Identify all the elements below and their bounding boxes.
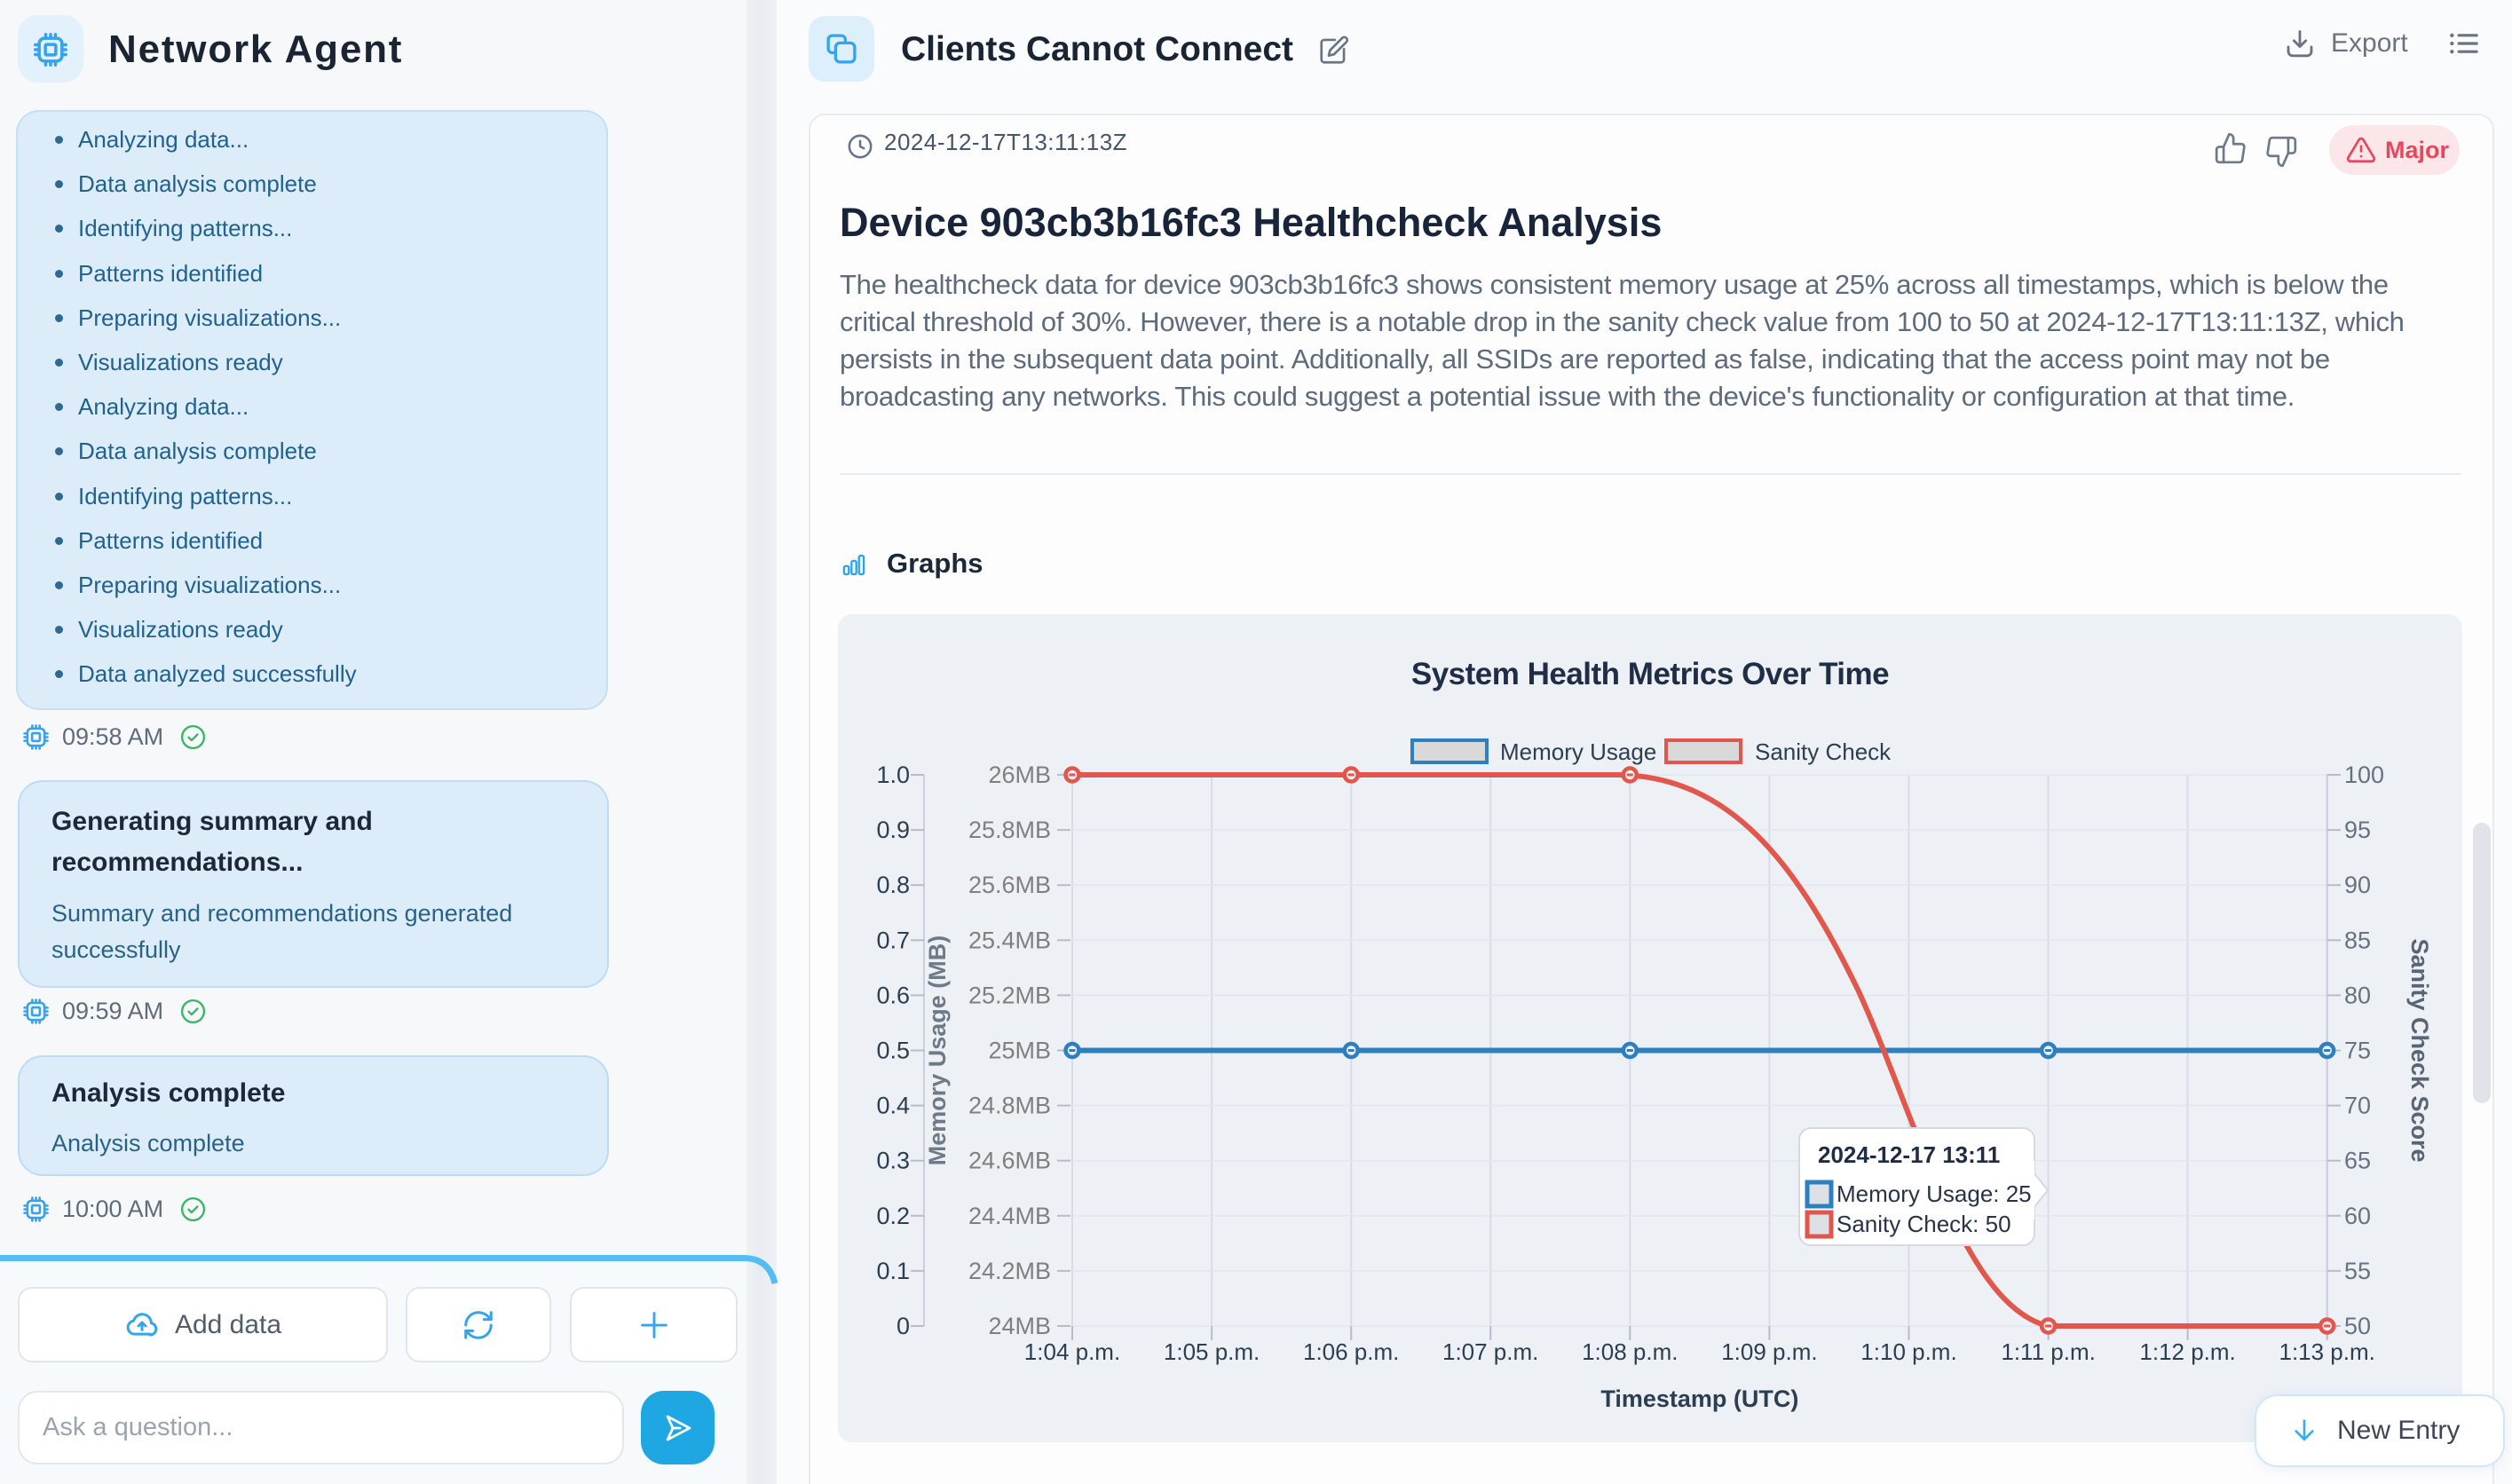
svg-text:0.9: 0.9: [876, 817, 910, 843]
svg-text:24.2MB: 24.2MB: [968, 1258, 1051, 1284]
svg-text:2024-12-17 13:11: 2024-12-17 13:11: [1818, 1141, 2000, 1168]
svg-text:1:06 p.m.: 1:06 p.m.: [1303, 1338, 1399, 1365]
svg-text:Memory Usage (MB): Memory Usage (MB): [924, 935, 951, 1166]
svg-text:Memory Usage: 25: Memory Usage: 25: [1837, 1180, 2032, 1207]
svg-text:55: 55: [2344, 1258, 2371, 1284]
svg-text:25.8MB: 25.8MB: [968, 817, 1051, 843]
svg-text:1.0: 1.0: [876, 762, 910, 788]
svg-text:0.8: 0.8: [876, 872, 910, 898]
svg-text:100: 100: [2344, 762, 2384, 788]
svg-text:1:07 p.m.: 1:07 p.m.: [1442, 1338, 1538, 1365]
svg-text:1:08 p.m.: 1:08 p.m.: [1582, 1338, 1678, 1365]
svg-text:24MB: 24MB: [988, 1313, 1051, 1339]
svg-text:0.1: 0.1: [876, 1258, 910, 1284]
svg-text:Sanity Check Score: Sanity Check Score: [2406, 938, 2433, 1162]
svg-text:0.7: 0.7: [876, 927, 910, 953]
svg-text:90: 90: [2344, 872, 2371, 898]
svg-text:0.2: 0.2: [876, 1203, 910, 1229]
svg-text:0.5: 0.5: [876, 1038, 910, 1064]
svg-text:24.6MB: 24.6MB: [968, 1148, 1051, 1174]
svg-text:25.4MB: 25.4MB: [968, 927, 1051, 953]
svg-text:60: 60: [2344, 1203, 2371, 1229]
svg-text:Memory Usage: Memory Usage: [1500, 738, 1656, 765]
svg-text:25MB: 25MB: [988, 1038, 1051, 1064]
svg-text:1:12 p.m.: 1:12 p.m.: [2139, 1338, 2235, 1365]
svg-text:24.4MB: 24.4MB: [968, 1203, 1051, 1229]
svg-text:95: 95: [2344, 817, 2371, 843]
svg-text:75: 75: [2344, 1038, 2371, 1064]
svg-text:0.4: 0.4: [876, 1093, 910, 1119]
svg-text:1:11 p.m.: 1:11 p.m.: [2001, 1338, 2095, 1365]
svg-text:Sanity Check: Sanity Check: [1755, 738, 1892, 765]
svg-text:24.8MB: 24.8MB: [968, 1093, 1051, 1119]
svg-text:26MB: 26MB: [988, 762, 1051, 788]
svg-text:85: 85: [2344, 927, 2371, 953]
svg-text:1:05 p.m.: 1:05 p.m.: [1164, 1338, 1260, 1365]
svg-text:Timestamp (UTC): Timestamp (UTC): [1600, 1385, 1798, 1412]
svg-text:1:13 p.m.: 1:13 p.m.: [2279, 1338, 2374, 1365]
svg-text:0: 0: [897, 1313, 910, 1339]
svg-text:0.6: 0.6: [876, 982, 910, 1008]
svg-text:0.3: 0.3: [876, 1148, 910, 1174]
svg-text:65: 65: [2344, 1148, 2371, 1174]
svg-text:Sanity Check: 50: Sanity Check: 50: [1837, 1211, 2011, 1237]
svg-text:1:10 p.m.: 1:10 p.m.: [1860, 1338, 1956, 1365]
svg-text:25.6MB: 25.6MB: [968, 872, 1051, 898]
svg-text:1:04 p.m.: 1:04 p.m.: [1024, 1338, 1120, 1365]
svg-text:1:09 p.m.: 1:09 p.m.: [1721, 1338, 1817, 1365]
svg-text:80: 80: [2344, 982, 2371, 1008]
svg-text:50: 50: [2344, 1313, 2371, 1339]
svg-text:70: 70: [2344, 1093, 2371, 1119]
svg-text:System Health Metrics Over Tim: System Health Metrics Over Time: [1411, 657, 1889, 691]
svg-text:25.2MB: 25.2MB: [968, 982, 1051, 1008]
